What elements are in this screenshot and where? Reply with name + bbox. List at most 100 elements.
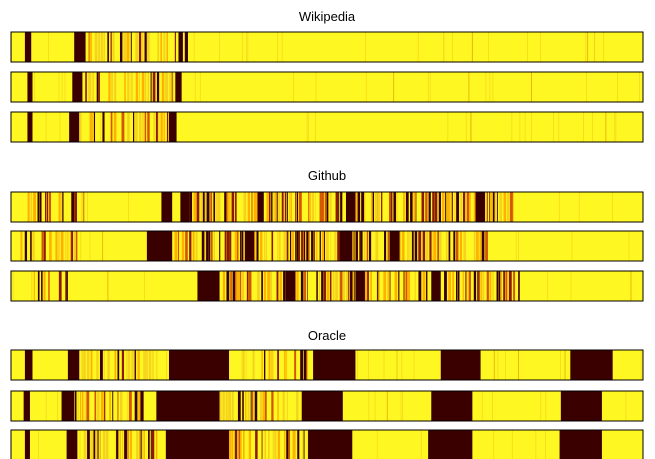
heatmap-line [272,430,274,459]
heatmap-stripe [126,391,128,421]
heatmap-stripe [456,231,459,261]
heatmap-stripe [143,391,144,421]
heatmap-stripe [85,72,87,102]
heatmap-stripe [261,430,263,459]
heatmap-stripe [324,231,326,261]
heatmap-stripe [97,430,99,459]
heatmap-dark-band [169,350,230,380]
heatmap-stripe [438,231,442,261]
heatmap-dark-band [165,430,230,459]
heatmap-line [492,72,494,102]
heatmap-stripe [361,192,365,222]
heatmap-stripe [489,192,491,222]
heatmap-stripe [71,231,74,261]
heatmap-line [603,32,605,62]
heatmap-stripe [239,271,242,301]
heatmap-row [10,111,644,143]
heatmap-stripe [363,231,366,261]
heatmap-stripe [60,231,64,261]
heatmap-stripe [150,72,152,102]
heatmap-stripe [93,112,96,142]
heatmap-stripe [323,271,326,301]
heatmap-stripe [185,231,188,261]
heatmap-dark-band [345,192,356,222]
heatmap-stripe [181,231,185,261]
heatmap-stripe [388,271,389,301]
heatmap-stripe [153,112,155,142]
heatmap-stripe [107,350,110,380]
heatmap-stripe [277,350,279,380]
heatmap-dark-band [175,72,182,102]
heatmap-dark-band [180,192,190,222]
heatmap-stripe [396,192,398,222]
heatmap-row-frame [10,390,644,422]
heatmap-stripe [110,112,113,142]
heatmap-stripe [378,192,381,222]
heatmap-stripe [41,231,44,261]
heatmap-stripe [326,231,329,261]
heatmap-stripe [189,192,193,222]
heatmap-stripe [103,350,105,380]
heatmap-line [519,112,521,142]
heatmap-stripe [228,391,232,421]
heatmap-stripe [138,391,141,421]
heatmap-stripe [261,271,263,301]
heatmap-stripe [134,391,138,421]
heatmap-line [386,391,388,421]
heatmap-stripe [296,231,299,261]
heatmap-stripe [508,271,512,301]
heatmap-dark-band [355,271,365,301]
heatmap-dark-band [431,271,441,301]
heatmap-stripe [222,391,225,421]
heatmap-row-background [11,72,643,102]
heatmap-stripe [98,32,100,62]
heatmap-stripe [278,192,281,222]
heatmap-line [540,391,542,421]
heatmap-stripe [500,271,503,301]
heatmap-line [194,72,196,102]
heatmap-line [61,72,63,102]
heatmap-stripe [465,271,467,301]
heatmap-stripe [31,271,33,301]
heatmap-stripe [366,231,369,261]
heatmap-line [531,72,532,102]
heatmap-line [547,271,549,301]
heatmap-stripe [109,391,111,421]
heatmap-line [34,72,36,102]
heatmap-stripe [130,32,132,62]
heatmap-stripe [359,231,361,261]
heatmap-dark-band [178,32,183,62]
heatmap-stripe [494,192,497,222]
heatmap-stripe [334,231,337,261]
heatmap-stripe [462,192,466,222]
heatmap-stripe [505,271,508,301]
heatmap-stripe [46,192,49,222]
heatmap-stripe [83,350,86,380]
heatmap-stripe [48,271,50,301]
heatmap-stripe [160,112,163,142]
heatmap-stripe [57,231,60,261]
heatmap-stripe [195,231,198,261]
heatmap-dark-band [428,430,473,459]
heatmap-stripe [60,192,63,222]
heatmap-line [219,32,220,62]
heatmap-stripe [462,271,464,301]
heatmap-line [107,271,109,301]
heatmap-stripe [311,192,314,222]
heatmap-stripe [93,430,96,459]
heatmap-line [401,350,403,380]
heatmap-stripe [224,192,227,222]
heatmap-stripe [253,192,257,222]
heatmap-line [247,32,249,62]
heatmap-line [515,231,517,261]
heatmap-dark-band [24,430,30,459]
heatmap-stripe [278,231,281,261]
heatmap-stripe [295,192,297,222]
heatmap-stripe [418,231,422,261]
heatmap-stripe [308,192,310,222]
heatmap-line [417,32,419,62]
heatmap-stripe [161,72,165,102]
heatmap-line [58,72,60,102]
heatmap-stripe [329,192,332,222]
